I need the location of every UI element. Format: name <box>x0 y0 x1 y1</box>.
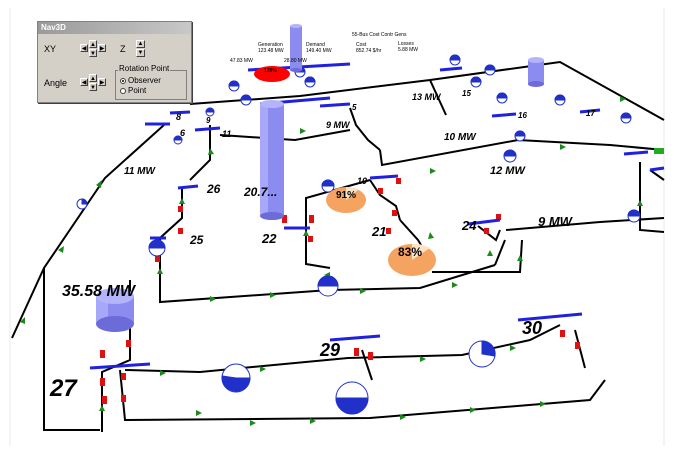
summary-label-1: Generation <box>258 42 283 48</box>
generation-cylinders <box>96 24 544 332</box>
flow-9mw-upper-label: 9 MW <box>326 120 351 130</box>
pie-91-label: 91% <box>336 190 356 201</box>
bus-8-label: 8 <box>176 112 181 122</box>
flow-labels: 11 MW 9 MW 10 MW 12 MW 9 MW 13 MW 20.7..… <box>62 92 574 300</box>
z-down-button[interactable]: ▼ <box>136 49 145 57</box>
bus-17-label: 17 <box>586 109 595 118</box>
z-up-button[interactable]: ▲ <box>136 40 145 48</box>
observer-radio-label: Observer <box>128 76 161 85</box>
bus-5-label: 5 <box>352 103 357 112</box>
flow-12mw-label: 12 MW <box>490 165 526 177</box>
summary-value-2: 149.40 MW <box>306 48 332 54</box>
flow-10mw-label: 10 MW <box>444 132 477 143</box>
gen-bus27-label: 35.58 MW <box>62 283 137 300</box>
overload-marker <box>254 66 290 82</box>
angle-label: Angle <box>44 78 68 88</box>
bus-15-label: 15 <box>462 89 471 98</box>
summary-value-3: 852.74 $/hr <box>356 48 382 54</box>
flow-arrows <box>20 96 643 426</box>
angle-left-button[interactable]: ◀ <box>80 78 88 86</box>
angle-right-button[interactable]: ▶ <box>98 78 106 86</box>
summary-label-2: Demand <box>306 42 325 48</box>
bus-25-label: 25 <box>189 233 204 247</box>
flow-13mw-label: 13 MW <box>412 92 442 102</box>
bus-6-label: 6 <box>180 128 186 138</box>
bus-11-label: 11 <box>222 129 231 139</box>
bus-9-label: 9 <box>206 116 211 125</box>
bus-labels: 26 25 22 21 24 29 30 27 10 8 6 11 9 5 15… <box>49 89 595 402</box>
mini-label-2: 28.80 MW <box>284 58 307 64</box>
pie-83-label: 83% <box>398 245 422 259</box>
line-flow-gauges <box>76 54 641 415</box>
bus-27-label: 27 <box>49 375 78 402</box>
bus-24-label: 24 <box>461 218 477 233</box>
percent-labels: 91% 83% <box>336 190 422 259</box>
summary-header: 55-Bus Cost Contr Gens <box>352 32 407 38</box>
system-summary: 55-Bus Cost Contr Gens Generation Demand… <box>230 32 418 74</box>
z-arrow-pad[interactable]: ▲ ▼ <box>136 40 145 57</box>
flow-11mw-label: 11 MW <box>124 166 156 177</box>
xy-left-button[interactable]: ◀ <box>80 44 88 52</box>
bus-30-label: 30 <box>522 318 542 338</box>
point-radio-label: Point <box>128 86 147 95</box>
xy-right-button[interactable]: ▶ <box>98 44 106 52</box>
point-radio[interactable]: Point <box>120 86 146 95</box>
gen-bus22-label: 20.7... <box>243 185 277 199</box>
bus-29-label: 29 <box>319 340 340 360</box>
bus-marker-green <box>654 148 664 154</box>
summary-value-1: 123.48 MW <box>258 48 284 54</box>
angle-up-button[interactable]: ▲ <box>89 74 97 82</box>
xy-up-button[interactable]: ▲ <box>89 40 97 48</box>
nav3d-titlebar[interactable]: Nav3D <box>38 22 191 34</box>
cylinder-bus22 <box>260 100 284 220</box>
observer-radio[interactable]: Observer <box>120 76 161 85</box>
nav3d-panel[interactable]: Nav3D XY ▲ ▼ ◀ ▶ Z ▲ ▼ Angle ▲ ▼ ◀ ▶ Rot… <box>37 21 192 103</box>
summary-value-4: 5.88 MW <box>398 47 418 53</box>
flow-9mw-lower-label: 9 MW <box>538 214 574 229</box>
cylinder-right <box>528 57 544 87</box>
angle-arrow-pad[interactable]: ▲ ▼ ◀ ▶ <box>80 74 106 91</box>
rotation-point-caption: Rotation Point <box>118 64 171 73</box>
point-radio-dot[interactable] <box>120 87 126 94</box>
rotation-point-group: Rotation Point Observer Point <box>115 64 187 100</box>
cylinder-top <box>290 24 302 72</box>
bus-16-label: 16 <box>518 111 527 120</box>
xy-arrow-pad[interactable]: ▲ ▼ ◀ ▶ <box>80 40 106 57</box>
summary-label-4: Losses <box>398 41 414 47</box>
z-label: Z <box>120 44 126 54</box>
angle-down-button[interactable]: ▼ <box>89 83 97 91</box>
bus-26-label: 26 <box>206 182 221 196</box>
mini-label-3: 128% <box>264 68 277 74</box>
bus-22-label: 22 <box>261 231 277 246</box>
bus-10-label: 10 <box>357 176 367 186</box>
mini-label-1: 47.83 MW <box>230 58 253 64</box>
summary-label-3: Cost <box>356 42 367 48</box>
observer-radio-dot[interactable] <box>120 77 126 84</box>
bus-21-label: 21 <box>371 224 386 239</box>
loading-pies <box>326 187 436 276</box>
xy-down-button[interactable]: ▼ <box>89 49 97 57</box>
xy-label: XY <box>44 44 57 54</box>
cylinder-bus27 <box>96 288 134 332</box>
